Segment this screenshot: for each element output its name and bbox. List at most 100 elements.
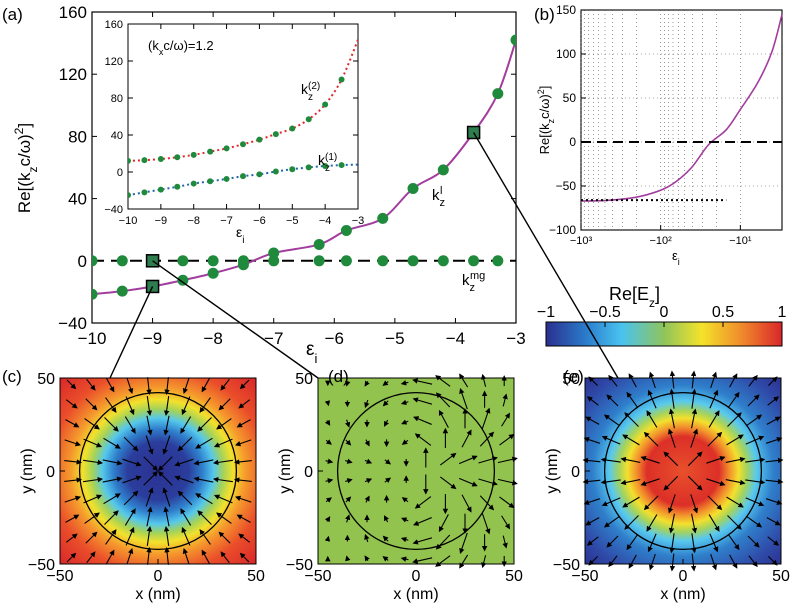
field-arrow [182,547,190,565]
axes-b-xtick-label: −10² [650,235,673,247]
field-arrow [728,391,740,408]
kzmg-point [116,255,128,267]
field-arrow [64,477,83,483]
panelC-ytick-label: −50 [28,557,55,574]
field-arrow [647,533,657,553]
colorbar-tick-label: 0 [660,304,669,321]
connector-lines [109,132,619,379]
inset-plot [128,39,358,199]
field-arrow [691,388,697,409]
field-arrow [603,516,620,528]
colorbar-tick-label: 1 [778,304,787,321]
field-arrow [64,495,82,503]
kz1-point [157,186,164,193]
field-arrow [691,513,698,534]
field-arrow [767,536,780,546]
field-arrow [647,389,657,409]
field-arrow [400,556,409,562]
panelC-ytick-label: 0 [46,464,55,481]
field-arrow [364,380,370,387]
field-arrow [124,416,136,434]
field-arrow [646,514,658,532]
kzl-point [510,34,516,46]
field-arrow [746,414,763,426]
field-arrow [709,389,719,409]
field-arrow [765,498,783,506]
kz2-point [207,148,214,155]
field-arrow [748,374,758,387]
field-arrow [620,479,641,486]
field-arrow [345,555,351,562]
kz1-point [141,189,148,196]
panelC-arrows [64,377,252,565]
field-arrow [663,451,679,467]
field-arrow [458,455,478,465]
field-arrow [727,412,742,427]
field-arrow [106,549,115,564]
field-arrow [324,535,331,542]
kzmg-point [92,255,98,267]
field-arrow [582,457,601,464]
field-arrow [345,496,352,503]
inset-ytick-label: −40 [104,204,123,216]
panel-c: −50 0 50 50 0 −50 x (nm) y (nm) [19,371,265,603]
panelC-ylabel: y (nm) [19,448,36,493]
field-arrow [767,396,780,406]
field-arrow [729,373,738,388]
field-arrow [125,526,135,546]
field-arrow [236,419,251,428]
panelD-xtick-label: 0 [412,568,421,585]
field-arrow [158,471,173,486]
field-arrow [727,515,742,530]
field-arrow [709,533,719,553]
field-arrow [325,478,334,484]
field-arrow [85,531,98,544]
field-arrow [606,535,619,548]
field-arrow [382,556,389,562]
field-arrow [163,415,170,436]
field-arrow [626,391,638,408]
axes-a-xlabel: εi [306,339,317,366]
field-arrow [239,552,250,563]
field-arrow [648,553,656,571]
field-arrow [103,437,121,449]
kz2-point [190,151,197,158]
kzl-point [116,285,128,297]
kzl-point [377,212,389,224]
panelD-xtick-label: 50 [505,568,523,585]
field-arrow [106,378,115,393]
field-arrow [126,547,134,565]
field-arrow [213,494,233,504]
field-arrow [640,478,660,487]
field-arrow [582,478,601,485]
field-arrow [364,495,370,503]
axes-b-ytick-label: 100 [556,47,576,61]
kz2-point [174,154,181,161]
inset-ytick-label: 160 [105,19,123,31]
field-arrow [125,396,135,416]
field-arrow [238,533,251,543]
colorbar: Re[Ez] −1 −0.5 0 0.5 1 [537,284,787,347]
panel-label-a: (a) [2,5,23,24]
kzmg-point [340,255,352,267]
inset-xtick-label: −3 [352,215,365,227]
annot-kzl: kzl [432,185,445,209]
field-arrow [174,475,194,484]
field-arrow [180,416,192,434]
panel-d: −50 0 50 50 0 −50 x (nm) y (nm) [277,371,523,603]
field-arrow [412,378,433,385]
field-arrow [164,546,170,565]
kzl-point [407,182,419,194]
field-arrow [325,458,334,464]
field-arrow [364,555,370,562]
field-arrow [481,513,491,535]
kz1-point [322,162,329,169]
field-arrow [344,514,351,523]
axes-a-plot [92,34,516,300]
field-arrow [104,417,119,432]
field-arrow [143,456,158,471]
field-arrow [163,506,170,527]
field-arrow [218,398,231,411]
field-arrow [667,494,676,514]
axes-a-xtick-label: −7 [264,329,283,348]
